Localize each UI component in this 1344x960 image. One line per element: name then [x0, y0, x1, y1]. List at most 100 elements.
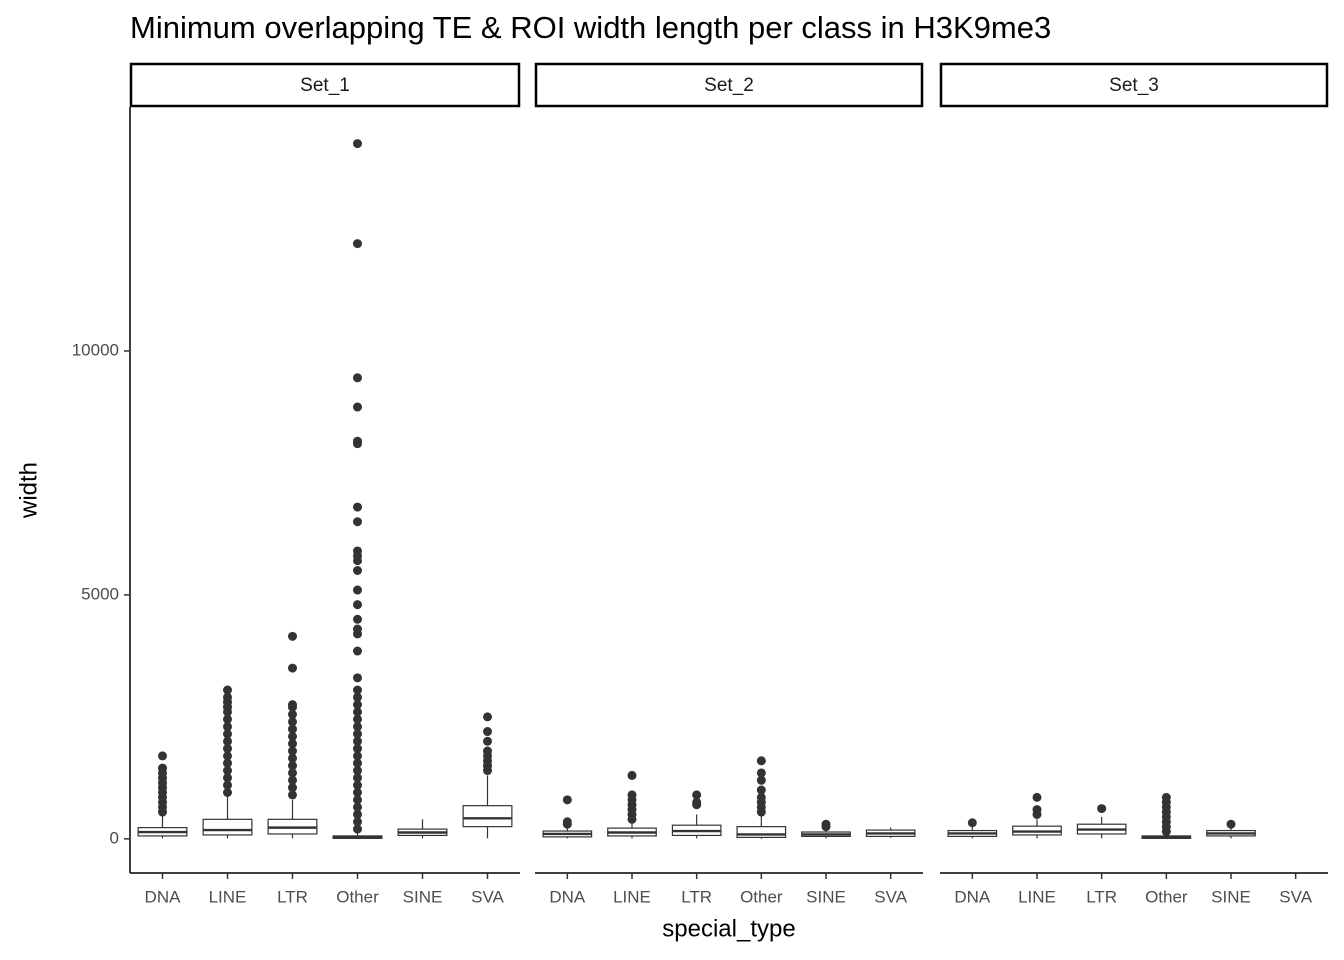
outlier	[353, 502, 362, 512]
outlier	[353, 546, 362, 556]
outlier	[288, 768, 297, 778]
outlier	[353, 751, 362, 761]
x-tick-label: LINE	[613, 887, 651, 906]
x-tick-label: LINE	[209, 887, 247, 906]
outlier	[223, 787, 232, 797]
facet-label: Set_1	[300, 75, 350, 96]
facet-strip	[534, 62, 924, 108]
outlier	[223, 729, 232, 739]
outlier	[1097, 804, 1107, 814]
outlier	[562, 817, 572, 827]
outlier	[353, 787, 362, 797]
x-tick-label: SVA	[471, 887, 504, 906]
outlier	[353, 614, 362, 624]
outlier	[353, 780, 362, 790]
outlier	[353, 373, 362, 383]
outlier	[353, 802, 362, 812]
outlier	[353, 585, 362, 595]
outlier	[756, 768, 766, 778]
outlier	[353, 722, 362, 732]
outlier	[223, 758, 232, 768]
outlier	[288, 724, 297, 734]
outlier	[288, 709, 297, 719]
outlier	[1032, 792, 1042, 802]
outlier	[158, 751, 167, 761]
outlier	[692, 797, 702, 807]
y-tick-label: 10000	[72, 340, 119, 359]
x-tick-label: LTR	[277, 887, 308, 906]
outlier	[353, 700, 362, 710]
box	[462, 805, 513, 828]
outlier	[483, 736, 492, 746]
outlier	[1161, 792, 1171, 802]
outlier	[288, 746, 297, 756]
outlier	[353, 646, 362, 656]
outlier	[288, 717, 297, 727]
outlier	[353, 824, 362, 834]
outlier	[692, 790, 702, 800]
outlier	[627, 770, 637, 780]
outlier	[353, 795, 362, 805]
outlier	[288, 631, 297, 641]
y-tick-label: 0	[110, 828, 119, 847]
x-tick-label: SINE	[1211, 887, 1251, 906]
outlier	[353, 566, 362, 576]
outlier	[223, 692, 232, 702]
outlier	[223, 744, 232, 754]
outlier	[353, 673, 362, 683]
box	[736, 826, 787, 838]
x-tick-label: SVA	[1279, 887, 1312, 906]
outlier	[288, 761, 297, 771]
y-tick-label: 5000	[81, 584, 119, 603]
outlier	[288, 663, 297, 673]
outlier	[1032, 805, 1042, 815]
outlier	[353, 517, 362, 527]
x-tick-label: LTR	[1086, 887, 1117, 906]
outlier	[756, 792, 766, 802]
outlier	[483, 727, 492, 737]
x-tick-label: DNA	[954, 887, 991, 906]
outlier	[353, 758, 362, 768]
outlier	[288, 775, 297, 785]
outlier	[223, 736, 232, 746]
outlier	[353, 817, 362, 827]
x-tick-label: DNA	[145, 887, 182, 906]
x-tick-label: LTR	[681, 887, 712, 906]
outlier	[353, 729, 362, 739]
outlier	[756, 775, 766, 785]
outlier	[353, 600, 362, 610]
x-tick-label: DNA	[549, 887, 586, 906]
y-axis-title: width	[15, 462, 42, 519]
x-tick-label: Other	[740, 887, 783, 906]
x-tick-label: Other	[336, 887, 379, 906]
outlier	[223, 714, 232, 724]
outlier	[353, 139, 362, 149]
outlier	[223, 751, 232, 761]
outlier	[353, 809, 362, 819]
outlier	[483, 712, 492, 722]
outlier	[821, 819, 831, 829]
outlier	[353, 624, 362, 634]
outlier	[353, 714, 362, 724]
chart-title: Minimum overlapping TE & ROI width lengt…	[130, 10, 1051, 45]
x-tick-label: LINE	[1018, 887, 1056, 906]
box	[202, 818, 253, 836]
outlier	[353, 436, 362, 446]
outlier	[288, 790, 297, 800]
outlier	[223, 722, 232, 732]
x-tick-label: Other	[1145, 887, 1188, 906]
outlier	[756, 756, 766, 766]
outlier	[158, 763, 167, 773]
outlier	[288, 753, 297, 763]
outlier	[223, 780, 232, 790]
outlier	[353, 707, 362, 717]
x-tick-label: SVA	[874, 887, 907, 906]
outlier	[562, 795, 572, 805]
outlier	[483, 746, 492, 756]
facet-label: Set_2	[704, 75, 754, 96]
x-tick-label: SINE	[806, 887, 846, 906]
outlier	[288, 739, 297, 749]
outlier	[353, 736, 362, 746]
outlier	[288, 731, 297, 741]
